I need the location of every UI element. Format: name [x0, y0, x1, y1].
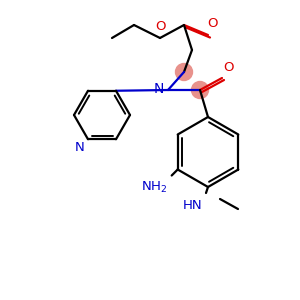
Text: N: N	[154, 82, 164, 96]
Text: NH$_2$: NH$_2$	[141, 179, 168, 195]
Circle shape	[176, 64, 193, 80]
Text: O: O	[155, 20, 165, 33]
Text: N: N	[75, 141, 85, 154]
Circle shape	[191, 82, 208, 98]
Text: O: O	[224, 61, 234, 74]
Text: O: O	[207, 17, 217, 30]
Text: HN: HN	[182, 199, 202, 212]
